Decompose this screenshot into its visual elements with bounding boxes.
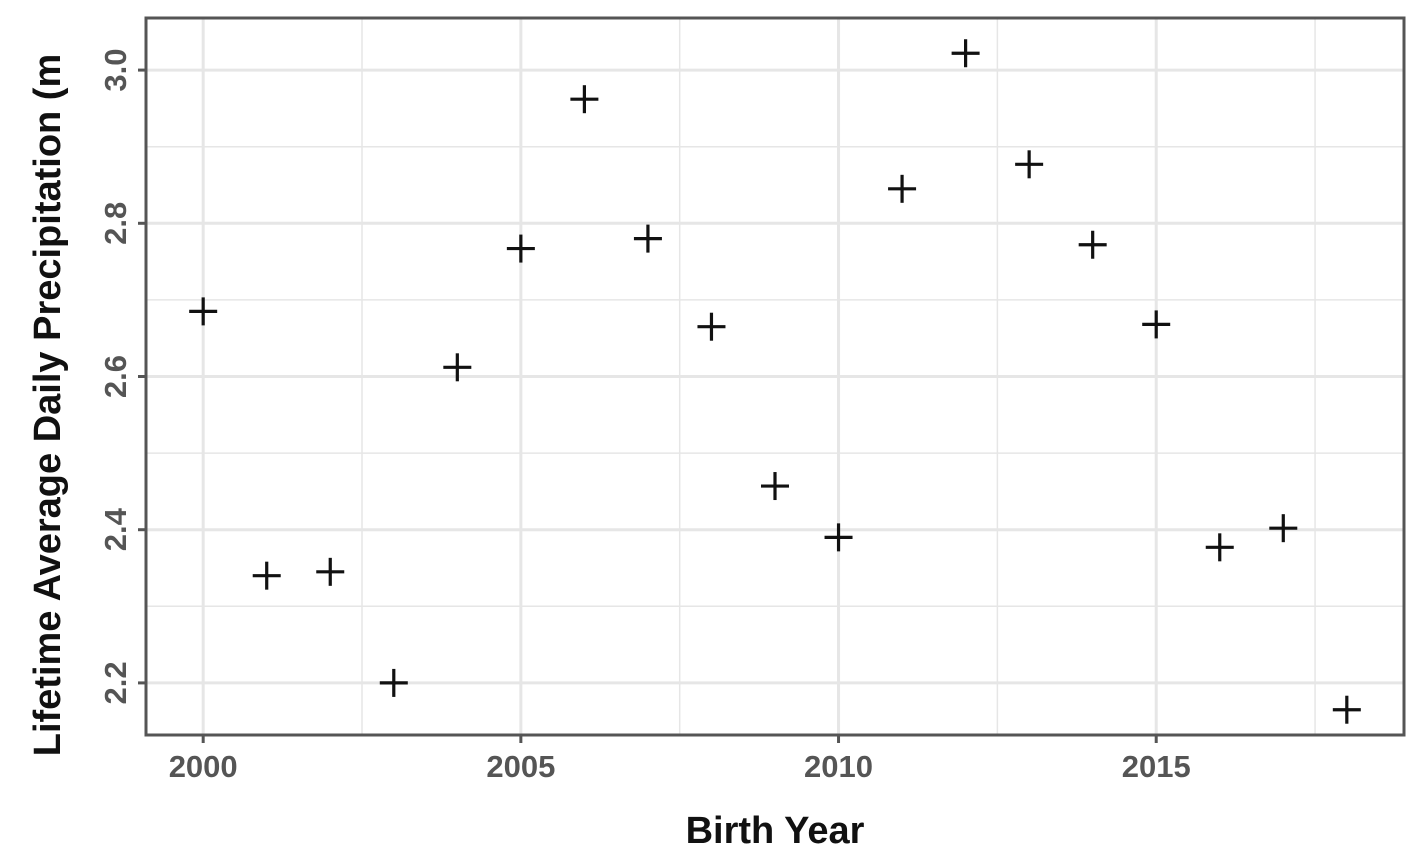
data-point-marker bbox=[189, 297, 218, 326]
x-axis-title: Birth Year bbox=[686, 810, 865, 852]
data-point-marker bbox=[697, 312, 726, 341]
y-tick-label: 3.0 bbox=[98, 49, 133, 92]
y-tick-label: 2.2 bbox=[98, 661, 133, 704]
x-tick-label: 2015 bbox=[1122, 749, 1191, 784]
data-point-marker bbox=[761, 472, 789, 501]
grid-lines bbox=[146, 18, 1404, 735]
data-point-marker bbox=[1015, 150, 1044, 179]
x-tick-label: 2010 bbox=[804, 749, 873, 784]
data-point-marker bbox=[316, 557, 345, 586]
data-point-marker bbox=[570, 85, 599, 114]
y-tick-label: 2.4 bbox=[98, 507, 133, 551]
y-tick-label: 2.6 bbox=[98, 355, 133, 398]
y-axis-title: Lifetime Average Daily Precipitation (m bbox=[27, 54, 69, 757]
data-point-marker bbox=[506, 234, 535, 263]
data-point-marker bbox=[252, 561, 281, 590]
axis-ticks: 2000 2005 2010 2015 2.2 2.4 2.6 2.8 3.0 bbox=[98, 49, 1191, 784]
y-tick-label: 2.8 bbox=[98, 202, 133, 245]
data-point-marker bbox=[1332, 695, 1361, 724]
x-tick-label: 2000 bbox=[169, 749, 238, 784]
data-point-marker bbox=[1269, 514, 1298, 543]
data-point-marker bbox=[888, 174, 917, 203]
data-point-marker bbox=[824, 523, 853, 552]
data-point-marker bbox=[1205, 533, 1234, 562]
data-point-marker bbox=[443, 353, 472, 382]
data-point-marker bbox=[633, 224, 662, 253]
data-point-marker bbox=[1078, 230, 1107, 259]
data-point-marker bbox=[951, 39, 980, 68]
x-tick-label: 2005 bbox=[486, 749, 555, 784]
data-points bbox=[189, 39, 1361, 724]
data-point-marker bbox=[379, 668, 408, 697]
data-point-marker bbox=[1142, 310, 1171, 339]
